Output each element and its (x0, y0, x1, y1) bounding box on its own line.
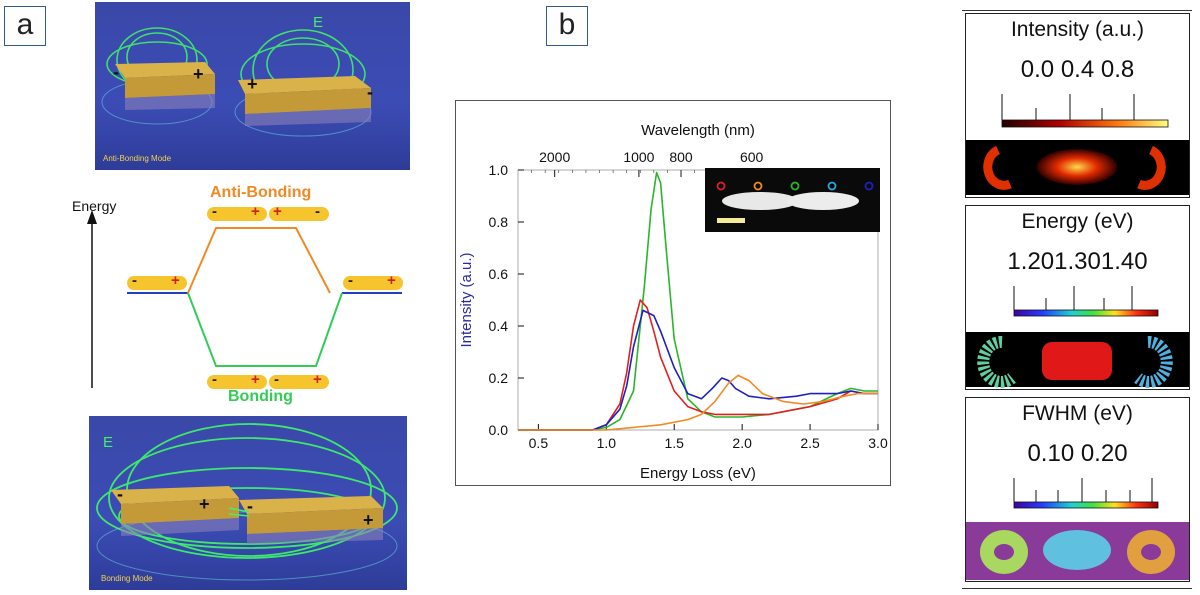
bonding-caption: Bonding Mode (101, 574, 153, 583)
plot-area (517, 169, 879, 431)
dimer-pill-b-2: - + (269, 371, 329, 389)
x-tick-label-5: 3.0 (868, 435, 888, 451)
anti-bonding-field-lines (101, 27, 372, 137)
y-tick-label-2: 0.4 (489, 318, 509, 334)
panel-a-tag: a (4, 6, 46, 46)
bonding-field-lines (96, 423, 398, 581)
field-label-top: E (313, 14, 324, 31)
intensity-tick-labels: 0.0 0.4 0.8 (1020, 56, 1135, 83)
dimer-pill-ab-1: - + (207, 203, 267, 221)
inset-probe-dot-0 (716, 181, 726, 191)
rod1-minus: - (113, 62, 119, 82)
inset-probe-dot-1 (753, 181, 763, 191)
energy-axis-label: Energy (72, 198, 117, 214)
anti-bonding-caption: Anti-Bonding Mode (103, 154, 172, 163)
fwhm-map-title: FWHM (eV) (1022, 402, 1133, 425)
chart-frame (455, 100, 891, 486)
panel-b-tag: b (546, 6, 588, 46)
top-tick-label-3: 600 (740, 149, 764, 165)
dimer-pill-b-1: - + (207, 371, 267, 389)
rod3-minus: - (117, 484, 123, 504)
inset-micrograph (705, 168, 880, 232)
intensity-map-title: Intensity (a.u.) (1010, 18, 1145, 41)
intensity-map-panel: Intensity (a.u.) 0.0 0.4 0.8 (965, 13, 1190, 198)
maps-bottom-rule (962, 588, 1192, 589)
x-axis-label: Energy Loss (eV) (640, 465, 756, 482)
hybridization-diagram (87, 210, 402, 388)
rod4-plus: + (363, 510, 374, 530)
top-axis-label: Wavelength (nm) (641, 122, 755, 139)
inset-probe-dot-2 (790, 181, 800, 191)
anti-bonding-label: Anti-Bonding (210, 184, 312, 201)
fwhm-colorbar-and-map (966, 478, 1189, 580)
inset-probe-dot-3 (827, 181, 837, 191)
rod2-minus: - (367, 82, 373, 102)
energy-map-panel: Energy (eV) 1.201.301.40 (965, 205, 1190, 390)
rod4-minus: - (247, 496, 253, 516)
y-tick-label-4: 0.8 (489, 214, 509, 230)
anti-bonding-render: - + + - E Anti-Bonding Mode (95, 2, 410, 170)
x-tick-label-3: 2.0 (732, 435, 752, 451)
x-tick-label-2: 1.5 (664, 435, 684, 451)
rod2-plus: + (247, 74, 258, 94)
top-tick-label-1: 1000 (623, 149, 654, 165)
monomer-pill-left: - + (127, 272, 187, 290)
x-tick-label-1: 1.0 (597, 435, 617, 451)
x-tick-label-4: 2.5 (800, 435, 820, 451)
x-tick-label-0: 0.5 (529, 435, 549, 451)
series-line-2 (518, 309, 878, 431)
fwhm-map-panel: FWHM (eV) 0.10 0.20 (965, 397, 1190, 582)
intensity-colorbar-and-map (966, 94, 1189, 195)
y-axis-label: Intensity (a.u.) (458, 252, 475, 347)
eels-spectrum-chart: 0.5 1.0 1.5 2.0 2.5 3.0 0.0 0.2 0.4 0.6 0.8 1.0 2000… (455, 100, 891, 486)
bonding-render: - + - + E Bonding Mode (89, 416, 407, 590)
y-tick-label-3: 0.6 (489, 266, 509, 282)
rod1-plus: + (193, 64, 204, 84)
y-tick-label-0: 0.0 (489, 422, 509, 438)
series-line-0 (518, 171, 878, 431)
maps-top-rule (962, 10, 1192, 11)
field-label-bottom: E (103, 434, 114, 451)
y-tick-label-5: 1.0 (489, 162, 509, 178)
y-tick-label-1: 0.2 (489, 370, 509, 386)
energy-colorbar-and-map (966, 286, 1189, 388)
series-line-1 (518, 299, 878, 431)
top-tick-label-0: 2000 (539, 149, 570, 165)
rod3-plus: + (199, 494, 210, 514)
monomer-pill-right: - + (343, 272, 403, 290)
fwhm-tick-labels: 0.10 0.20 (1027, 440, 1128, 467)
energy-tick-labels: 1.201.301.40 (1007, 248, 1148, 275)
series-line-3 (518, 374, 878, 431)
inset-probe-dot-4 (864, 181, 874, 191)
top-tick-label-2: 800 (669, 149, 693, 165)
energy-map-title: Energy (eV) (1021, 210, 1134, 233)
dimer-pill-ab-2: + - (269, 203, 329, 221)
bonding-label: Bonding (228, 388, 293, 405)
